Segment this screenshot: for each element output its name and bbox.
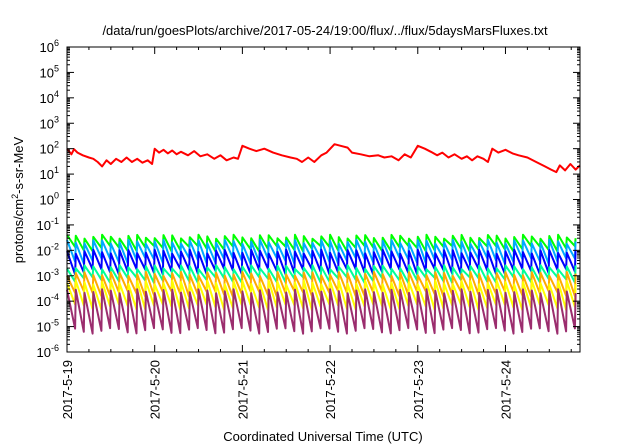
y-tick-label: 104 — [40, 89, 59, 106]
y-tick-label: 101 — [40, 165, 59, 182]
y-tick-label: 10-2 — [37, 241, 59, 258]
y-axis-ticks: 10-6 10-5 10-4 10-3 10-2 10-1 100 101 102 103 104 1… — [37, 38, 580, 360]
x-tick-label: 2017-5-22 — [323, 360, 338, 419]
y-axis-label: protons/cm2-s-sr-MeV — [10, 136, 26, 263]
y-axis-label-main: protons/cm — [11, 199, 26, 263]
x-tick-label: 2017-5-20 — [148, 360, 163, 419]
x-tick-label: 2017-5-21 — [235, 360, 250, 419]
y-tick-label: 100 — [40, 191, 59, 208]
y-tick-label: 105 — [40, 63, 59, 80]
x-tick-label: 2017-5-24 — [498, 360, 513, 419]
y-tick-label: 10-6 — [37, 343, 59, 360]
y-tick-label: 106 — [40, 38, 59, 55]
y-tick-label: 102 — [40, 140, 59, 157]
x-axis-ticks: 2017-5-19 2017-5-20 2017-5-21 2017-5-22 2017… — [60, 47, 572, 419]
y-axis-label-sup: 2 — [10, 194, 20, 199]
y-tick-label: 10-1 — [37, 216, 59, 233]
chart-title: /data/run/goesPlots/archive/2017-05-24/1… — [102, 23, 548, 38]
y-tick-label: 10-3 — [37, 267, 59, 284]
series-layer — [66, 143, 581, 335]
y-tick-label: 103 — [40, 114, 59, 131]
series-line-8 — [66, 288, 577, 335]
y-axis-label-rest: -s-sr-MeV — [11, 136, 26, 193]
x-axis-label: Coordinated Universal Time (UTC) — [223, 429, 422, 444]
x-tick-label: 2017-5-19 — [60, 360, 75, 419]
y-tick-label: 10-4 — [37, 292, 59, 309]
y-tick-label: 10-5 — [37, 318, 59, 335]
series-line-1 — [66, 143, 581, 174]
x-tick-label: 2017-5-23 — [411, 360, 426, 419]
